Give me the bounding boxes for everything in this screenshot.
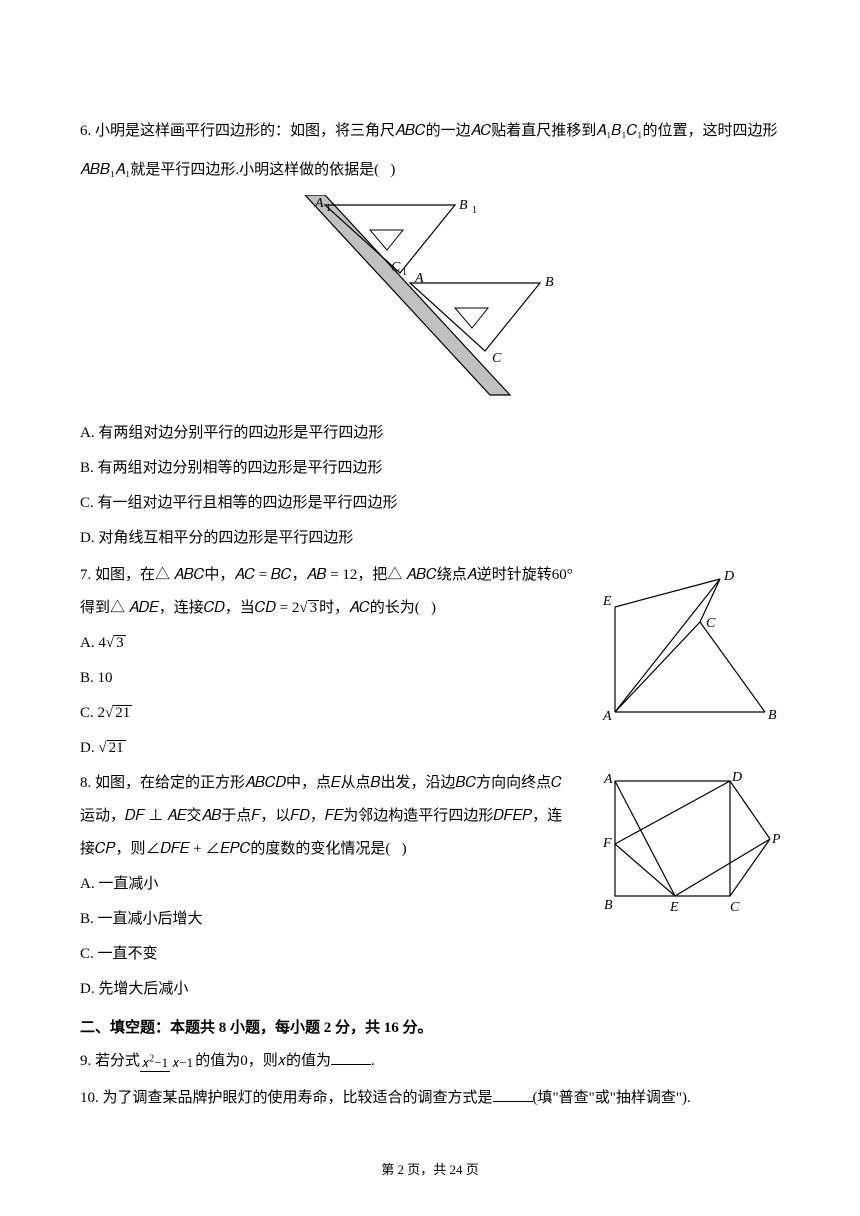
q6-option-b: B. 有两组对边分别相等的四边形是平行四边形 <box>80 452 780 485</box>
q6-option-d: D. 对角线互相平分的四边形是平行四边形 <box>80 522 780 555</box>
q9-period: . <box>371 1053 375 1069</box>
q10-blank <box>493 1087 533 1102</box>
q10-suffix: (填"普查"或"抽样调查"). <box>533 1090 691 1106</box>
svg-text:F: F <box>602 836 612 851</box>
q9-num-post: −1 <box>154 1055 168 1070</box>
q7-optd-prefix: D. <box>80 740 98 756</box>
svg-text:C: C <box>706 616 716 631</box>
question-9: 9. 若分式𝑥2−1𝑥−1的值为0，则𝑥的值为. <box>80 1045 780 1078</box>
q6-figure: A 1 B 1 C 1 A B C <box>295 195 565 405</box>
question-10: 10. 为了调查某品牌护眼灯的使用寿命，比较适合的调查方式是 (填"普查"或"抽样… <box>80 1082 780 1115</box>
q6-stem-line2: 𝐴𝐵𝐵₁𝐴₁就是平行四边形.小明这样做的依据是( ) <box>80 154 780 187</box>
page-content: 6. 小明是这样画平行四边形的：如图，将三角尺𝐴𝐵𝐶的一边𝐴𝐶贴着直尺推移到𝐴₁… <box>80 115 780 1115</box>
q7-optc-rad: 21 <box>113 705 132 721</box>
q6-option-a: A. 有两组对边分别平行的四边形是平行四边形 <box>80 417 780 450</box>
svg-text:B: B <box>459 198 468 213</box>
q6-stem-line1: 6. 小明是这样画平行四边形的：如图，将三角尺𝐴𝐵𝐶的一边𝐴𝐶贴着直尺推移到𝐴₁… <box>80 115 780 148</box>
svg-text:C: C <box>730 900 740 915</box>
q7-stem-line2: 得到△ 𝐴𝐷𝐸，连接𝐶𝐷，当𝐶𝐷 = 2√3时，𝐴𝐶的长为( ) <box>80 592 588 625</box>
svg-text:A: A <box>602 709 612 724</box>
q7-option-b: B. 10 <box>80 662 588 695</box>
q7-optd-rad: 21 <box>107 740 126 756</box>
q7-line2-part1: 得到△ 𝐴𝐷𝐸，连接𝐶𝐷，当𝐶𝐷 = 2 <box>80 600 299 616</box>
q9-den: 𝑥−1 <box>170 1054 195 1070</box>
q7-option-d: D. √21 <box>80 732 588 765</box>
q8-stem-line2: 运动，𝐷𝐹 ⊥ 𝐴𝐸交𝐴𝐵于点𝐹，以𝐹𝐷，𝐹𝐸为邻边构造平行四边形𝐷𝐹𝐸𝑃，连 <box>80 800 588 833</box>
q7-stem-line1: 7. 如图，在△ 𝐴𝐵𝐶中，𝐴𝐶 = 𝐵𝐶，𝐴𝐵 = 12，把△ 𝐴𝐵𝐶绕点𝐴逆… <box>80 559 588 592</box>
svg-text:B: B <box>604 898 613 913</box>
q6-figure-container: A 1 B 1 C 1 A B C <box>80 195 780 405</box>
svg-text:C: C <box>492 351 502 366</box>
q10-prefix: 10. 为了调查某品牌护眼灯的使用寿命，比较适合的调查方式是 <box>80 1090 493 1106</box>
q8-figure: A D B C E F P <box>600 769 780 927</box>
svg-text:B: B <box>768 708 777 723</box>
svg-text:P: P <box>771 832 780 847</box>
q9-fraction: 𝑥2−1𝑥−1 <box>140 1054 195 1068</box>
q9-prefix: 9. 若分式 <box>80 1053 140 1069</box>
svg-text:A: A <box>603 772 613 787</box>
q9-blank <box>331 1050 371 1065</box>
q7-option-a: A. 4√3 <box>80 627 588 660</box>
q8-option-c: C. 一直不变 <box>80 938 588 971</box>
question-6: 6. 小明是这样画平行四边形的：如图，将三角尺𝐴𝐵𝐶的一边𝐴𝐶贴着直尺推移到𝐴₁… <box>80 115 780 555</box>
question-8: 8. 如图，在给定的正方形𝐴𝐵𝐶𝐷中，点𝐸从点𝐵出发，沿边𝐵𝐶方向向终点𝐶 运动… <box>80 767 780 1008</box>
section-2-heading: 二、填空题：本题共 8 小题，每小题 2 分，共 16 分。 <box>80 1012 780 1045</box>
svg-text:A: A <box>414 271 424 286</box>
q7-line2-part2: 时，𝐴𝐶的长为( ) <box>319 600 436 616</box>
q8-option-a: A. 一直减小 <box>80 868 588 901</box>
svg-text:C: C <box>391 260 401 275</box>
page-footer: 第 2 页，共 24 页 <box>0 1159 860 1178</box>
svg-text:1: 1 <box>402 267 407 278</box>
q9-suffix: 的值为0，则𝑥的值为 <box>195 1053 331 1069</box>
svg-text:1: 1 <box>326 203 331 214</box>
svg-text:D: D <box>731 770 742 785</box>
q7-opta-rad: 3 <box>114 635 126 651</box>
q7-option-c: C. 2√21 <box>80 697 588 730</box>
q8-option-b: B. 一直减小后增大 <box>80 903 588 936</box>
q7-line2-rad: 3 <box>308 600 320 616</box>
q8-stem-line1: 8. 如图，在给定的正方形𝐴𝐵𝐶𝐷中，点𝐸从点𝐵出发，沿边𝐵𝐶方向向终点𝐶 <box>80 767 588 800</box>
q7-opta-prefix: A. 4 <box>80 635 106 651</box>
svg-text:A: A <box>314 196 324 211</box>
svg-text:E: E <box>669 900 679 915</box>
q7-optc-prefix: C. 2 <box>80 705 105 721</box>
svg-text:E: E <box>602 594 612 609</box>
question-7: 7. 如图，在△ 𝐴𝐵𝐶中，𝐴𝐶 = 𝐵𝐶，𝐴𝐵 = 12，把△ 𝐴𝐵𝐶绕点𝐴逆… <box>80 559 780 767</box>
q6-option-c: C. 有一组对边平行且相等的四边形是平行四边形 <box>80 487 780 520</box>
q7-figure: A B C D E <box>600 567 780 727</box>
q8-option-d: D. 先增大后减小 <box>80 973 588 1006</box>
svg-text:B: B <box>545 275 554 290</box>
q8-stem-line3: 接𝐶𝑃，则∠𝐷𝐹𝐸 + ∠𝐸𝑃𝐶的度数的变化情况是( ) <box>80 833 588 866</box>
svg-text:D: D <box>723 569 734 584</box>
svg-text:1: 1 <box>472 205 477 216</box>
